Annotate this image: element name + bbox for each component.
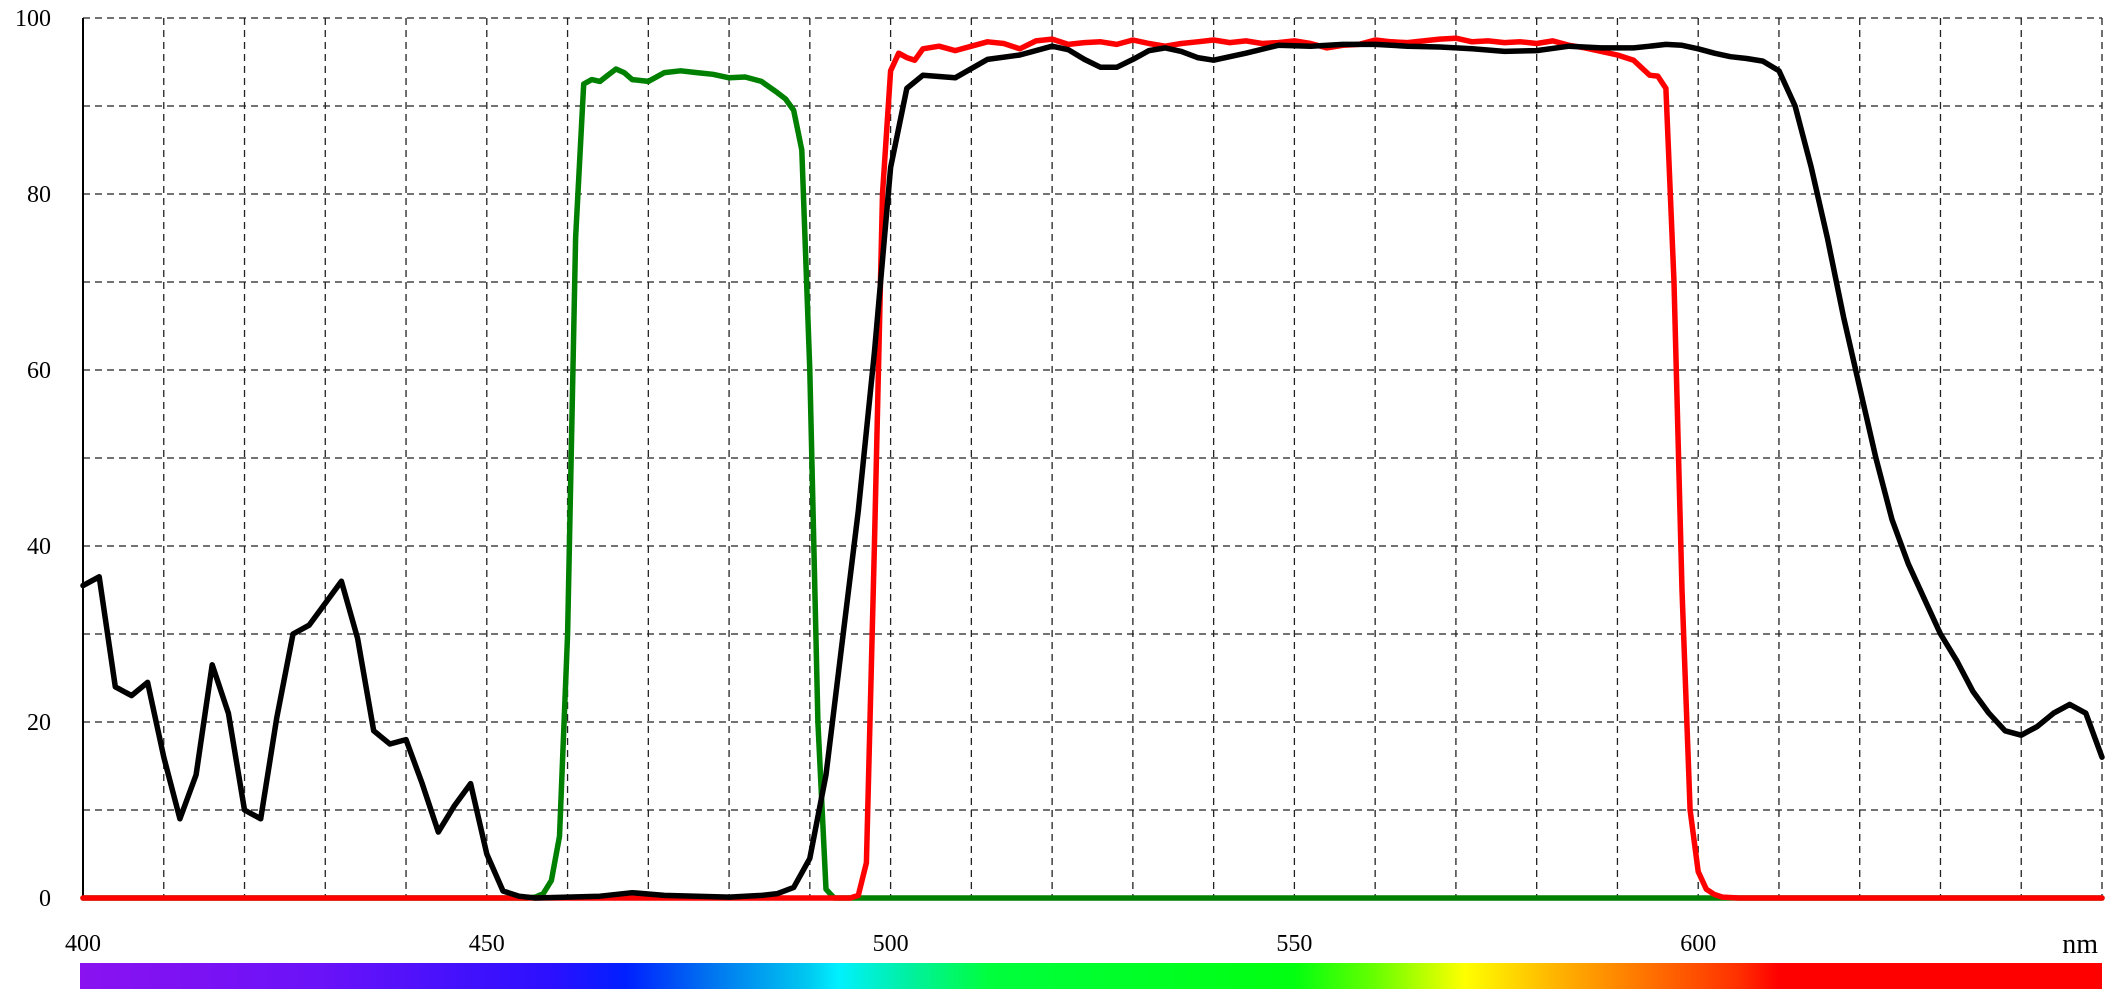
spectrum-color-bar [80, 963, 2102, 989]
x-unit-label: nm [2062, 929, 2098, 960]
grid [83, 17, 2103, 898]
x-tick-label: 400 [65, 931, 101, 957]
y-tick-label: 100 [15, 6, 51, 32]
tick-labels: 0 20 40 60 80 100 400 450 500 550 600 nm [15, 6, 2098, 960]
x-tick-label: 500 [873, 931, 909, 957]
y-tick-label: 40 [27, 534, 51, 560]
series-line-3 [80, 41, 2105, 901]
x-tick-label: 600 [1680, 931, 1716, 957]
y-tick-label: 0 [39, 886, 51, 912]
series-line-1 [80, 66, 2105, 901]
x-tick-label: 450 [469, 931, 505, 957]
y-tick-label: 60 [27, 358, 51, 384]
x-tick-label: 550 [1276, 931, 1312, 957]
y-tick-label: 20 [27, 710, 51, 736]
series-line-2 [80, 35, 2105, 901]
y-tick-label: 80 [27, 182, 51, 208]
series-group [80, 35, 2105, 901]
